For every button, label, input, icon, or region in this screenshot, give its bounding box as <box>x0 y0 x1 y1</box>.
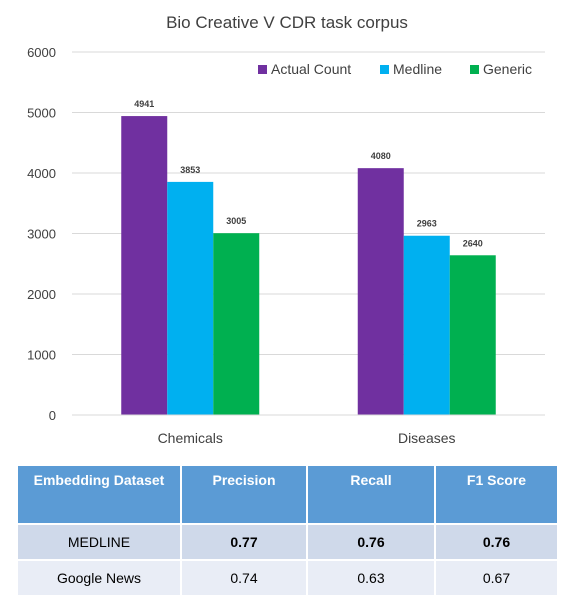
y-tick-label: 6000 <box>27 45 56 60</box>
table-header-row: Embedding Dataset Precision Recall F1 Sc… <box>17 465 558 524</box>
legend-label: Generic <box>483 61 532 77</box>
table-row: MEDLINE 0.77 0.76 0.76 <box>17 524 558 560</box>
results-table-container: Embedding Dataset Precision Recall F1 Sc… <box>16 464 559 597</box>
bars: 4941 3853 3005 4080 2963 2640 <box>121 99 496 415</box>
data-label: 3853 <box>180 165 200 175</box>
y-tick-label: 3000 <box>27 227 56 242</box>
legend-swatch <box>258 65 267 74</box>
table-cell: MEDLINE <box>17 524 181 560</box>
y-tick-label: 2000 <box>27 287 56 302</box>
legend-swatch <box>380 65 389 74</box>
table-cell: 0.76 <box>435 524 558 560</box>
table-row: Google News 0.74 0.63 0.67 <box>17 560 558 596</box>
x-axis: Chemicals Diseases <box>72 415 545 446</box>
x-tick-label: Chemicals <box>158 430 223 446</box>
header-f1-score: F1 Score <box>435 465 558 524</box>
bar-chart: Bio Creative V CDR task corpus 0 1000 2000… <box>0 0 578 460</box>
legend: Actual Count Medline Generic <box>258 61 532 77</box>
y-axis: 0 1000 2000 3000 4000 5000 6000 <box>27 45 56 423</box>
x-tick-label: Diseases <box>398 430 456 446</box>
header-precision: Precision <box>181 465 307 524</box>
chart-title: Bio Creative V CDR task corpus <box>166 13 408 32</box>
bar <box>167 182 213 415</box>
data-label: 4080 <box>371 151 391 161</box>
table-cell: 0.74 <box>181 560 307 596</box>
bar <box>213 233 259 415</box>
y-tick-label: 4000 <box>27 166 56 181</box>
header-embedding-dataset: Embedding Dataset <box>17 465 181 524</box>
legend-swatch <box>470 65 479 74</box>
data-label: 4941 <box>134 99 154 109</box>
bar <box>121 116 167 415</box>
data-label: 2963 <box>417 219 437 229</box>
bar <box>450 255 496 415</box>
y-tick-label: 1000 <box>27 348 56 363</box>
data-label: 3005 <box>226 216 246 226</box>
table-cell: 0.76 <box>307 524 435 560</box>
legend-label: Medline <box>393 61 442 77</box>
table-cell: 0.63 <box>307 560 435 596</box>
results-table: Embedding Dataset Precision Recall F1 Sc… <box>16 464 559 597</box>
bar <box>404 236 450 415</box>
legend-label: Actual Count <box>271 61 351 77</box>
y-tick-label: 5000 <box>27 106 56 121</box>
data-label: 2640 <box>463 238 483 248</box>
bar <box>358 168 404 415</box>
header-recall: Recall <box>307 465 435 524</box>
y-tick-label: 0 <box>49 408 56 423</box>
table-cell: Google News <box>17 560 181 596</box>
table-cell: 0.67 <box>435 560 558 596</box>
table-cell: 0.77 <box>181 524 307 560</box>
